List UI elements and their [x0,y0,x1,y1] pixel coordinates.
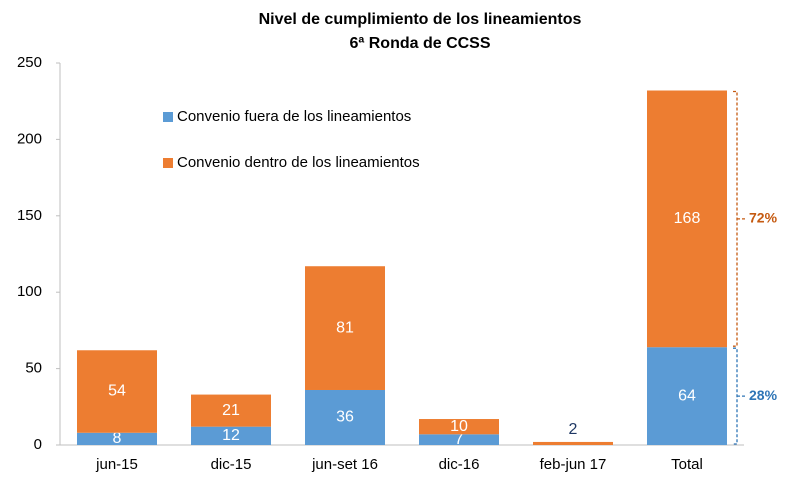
y-tick-label: 250 [17,54,42,71]
chart-subtitle: 6ª Ronda de CCSS [349,35,490,52]
bar-segment [419,419,499,435]
bar-segment [305,266,385,390]
bar-segment [647,90,727,348]
bar-segment [191,394,271,427]
legend-swatch [163,158,173,168]
y-tick-label: 200 [17,130,42,147]
bar-segment [647,347,727,445]
bar-segment [305,389,385,445]
bar-segment [419,434,499,445]
x-tick-label: jun-set 16 [311,456,378,473]
x-tick-label: Total [671,456,703,473]
data-label: 64 [678,387,696,404]
bar-segment [77,432,157,445]
data-label: 81 [336,319,354,336]
data-label: 21 [222,402,240,419]
data-label: 54 [108,383,126,400]
data-label: 12 [222,427,240,444]
data-label: 168 [674,210,701,227]
data-label: 36 [336,409,354,426]
legend-swatch [163,112,173,122]
x-tick-label: dic-16 [439,456,480,473]
x-tick-label: dic-15 [211,456,252,473]
legend-label: Convenio dentro de los lineamientos [177,154,420,171]
bar-segment [77,350,157,433]
data-label: 7 [455,431,464,448]
y-tick-label: 150 [17,207,42,224]
annotation: 28% [749,387,778,403]
bracket [733,347,745,445]
bar-segment [533,441,613,445]
chart-title: Nivel de cumplimiento de los lineamiento… [259,11,582,28]
data-label: 10 [450,418,468,435]
x-tick-label: jun-15 [95,456,138,473]
data-label: 8 [113,430,122,447]
y-tick-label: 50 [25,360,42,377]
x-tick-label: feb-jun 17 [540,456,607,473]
bracket [733,90,745,347]
legend-label: Convenio fuera de los lineamientos [177,108,411,125]
y-tick-label: 100 [17,283,42,300]
annotation: 72% [749,210,778,226]
data-label: 2 [569,421,578,438]
bar-segment [191,426,271,445]
y-tick-label: 0 [34,436,42,453]
